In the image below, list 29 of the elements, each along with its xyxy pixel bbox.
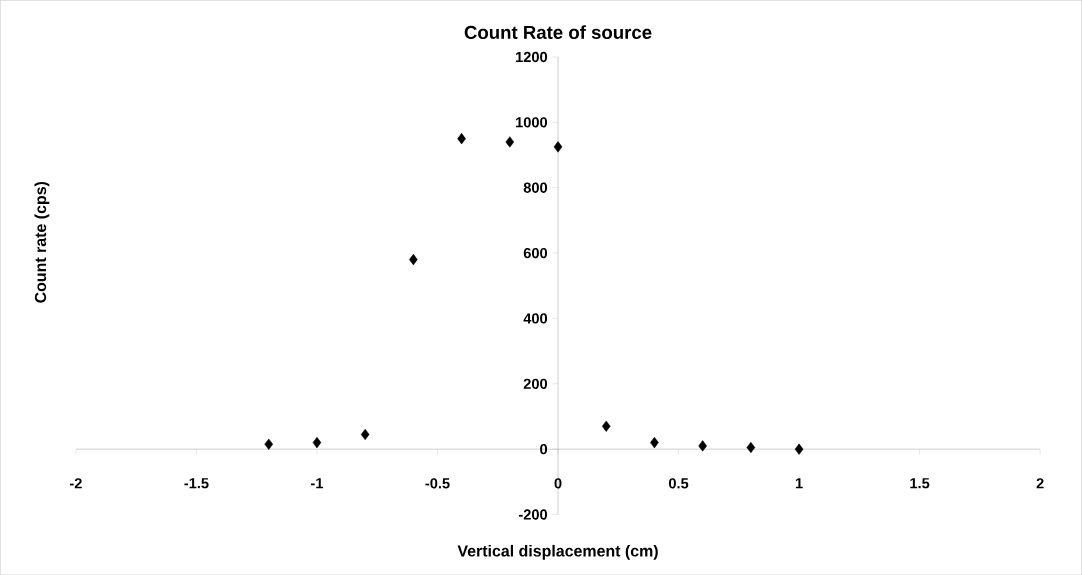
y-axis-title: Count rate (cps) <box>34 181 50 303</box>
x-tick-label: 1.5 <box>910 477 930 489</box>
point <box>360 428 370 440</box>
x-tick-label: 2 <box>1036 478 1044 489</box>
point <box>794 443 804 455</box>
x-tick-label: -2 <box>69 478 82 489</box>
point <box>312 436 322 449</box>
y-tick-label: 0 <box>540 443 548 455</box>
chart-title: Count Rate of source <box>464 25 652 39</box>
point <box>746 441 756 453</box>
x-tick-label: -0.5 <box>425 478 450 489</box>
y-tick-label: -200 <box>518 509 548 520</box>
x-tick-label: 0.5 <box>668 478 689 489</box>
point <box>505 136 515 148</box>
x-tick-label: 1 <box>795 477 803 489</box>
x-axis-title: Vertical displacement (cm) <box>457 544 658 560</box>
y-tick-label: 400 <box>523 313 548 324</box>
x-tick-label: 0 <box>554 478 562 489</box>
point <box>553 141 563 153</box>
point <box>698 440 707 452</box>
x-tick-label: -1 <box>311 477 324 489</box>
y-tick-label: 200 <box>523 378 548 389</box>
y-tick-label: 1200 <box>516 51 548 63</box>
y-tick-label: 600 <box>523 247 548 259</box>
point <box>264 438 273 450</box>
x-tick-label: -1.5 <box>184 477 209 489</box>
y-tick-label: 1000 <box>516 117 548 128</box>
point <box>601 420 611 432</box>
y-tick-label: 800 <box>523 182 548 193</box>
